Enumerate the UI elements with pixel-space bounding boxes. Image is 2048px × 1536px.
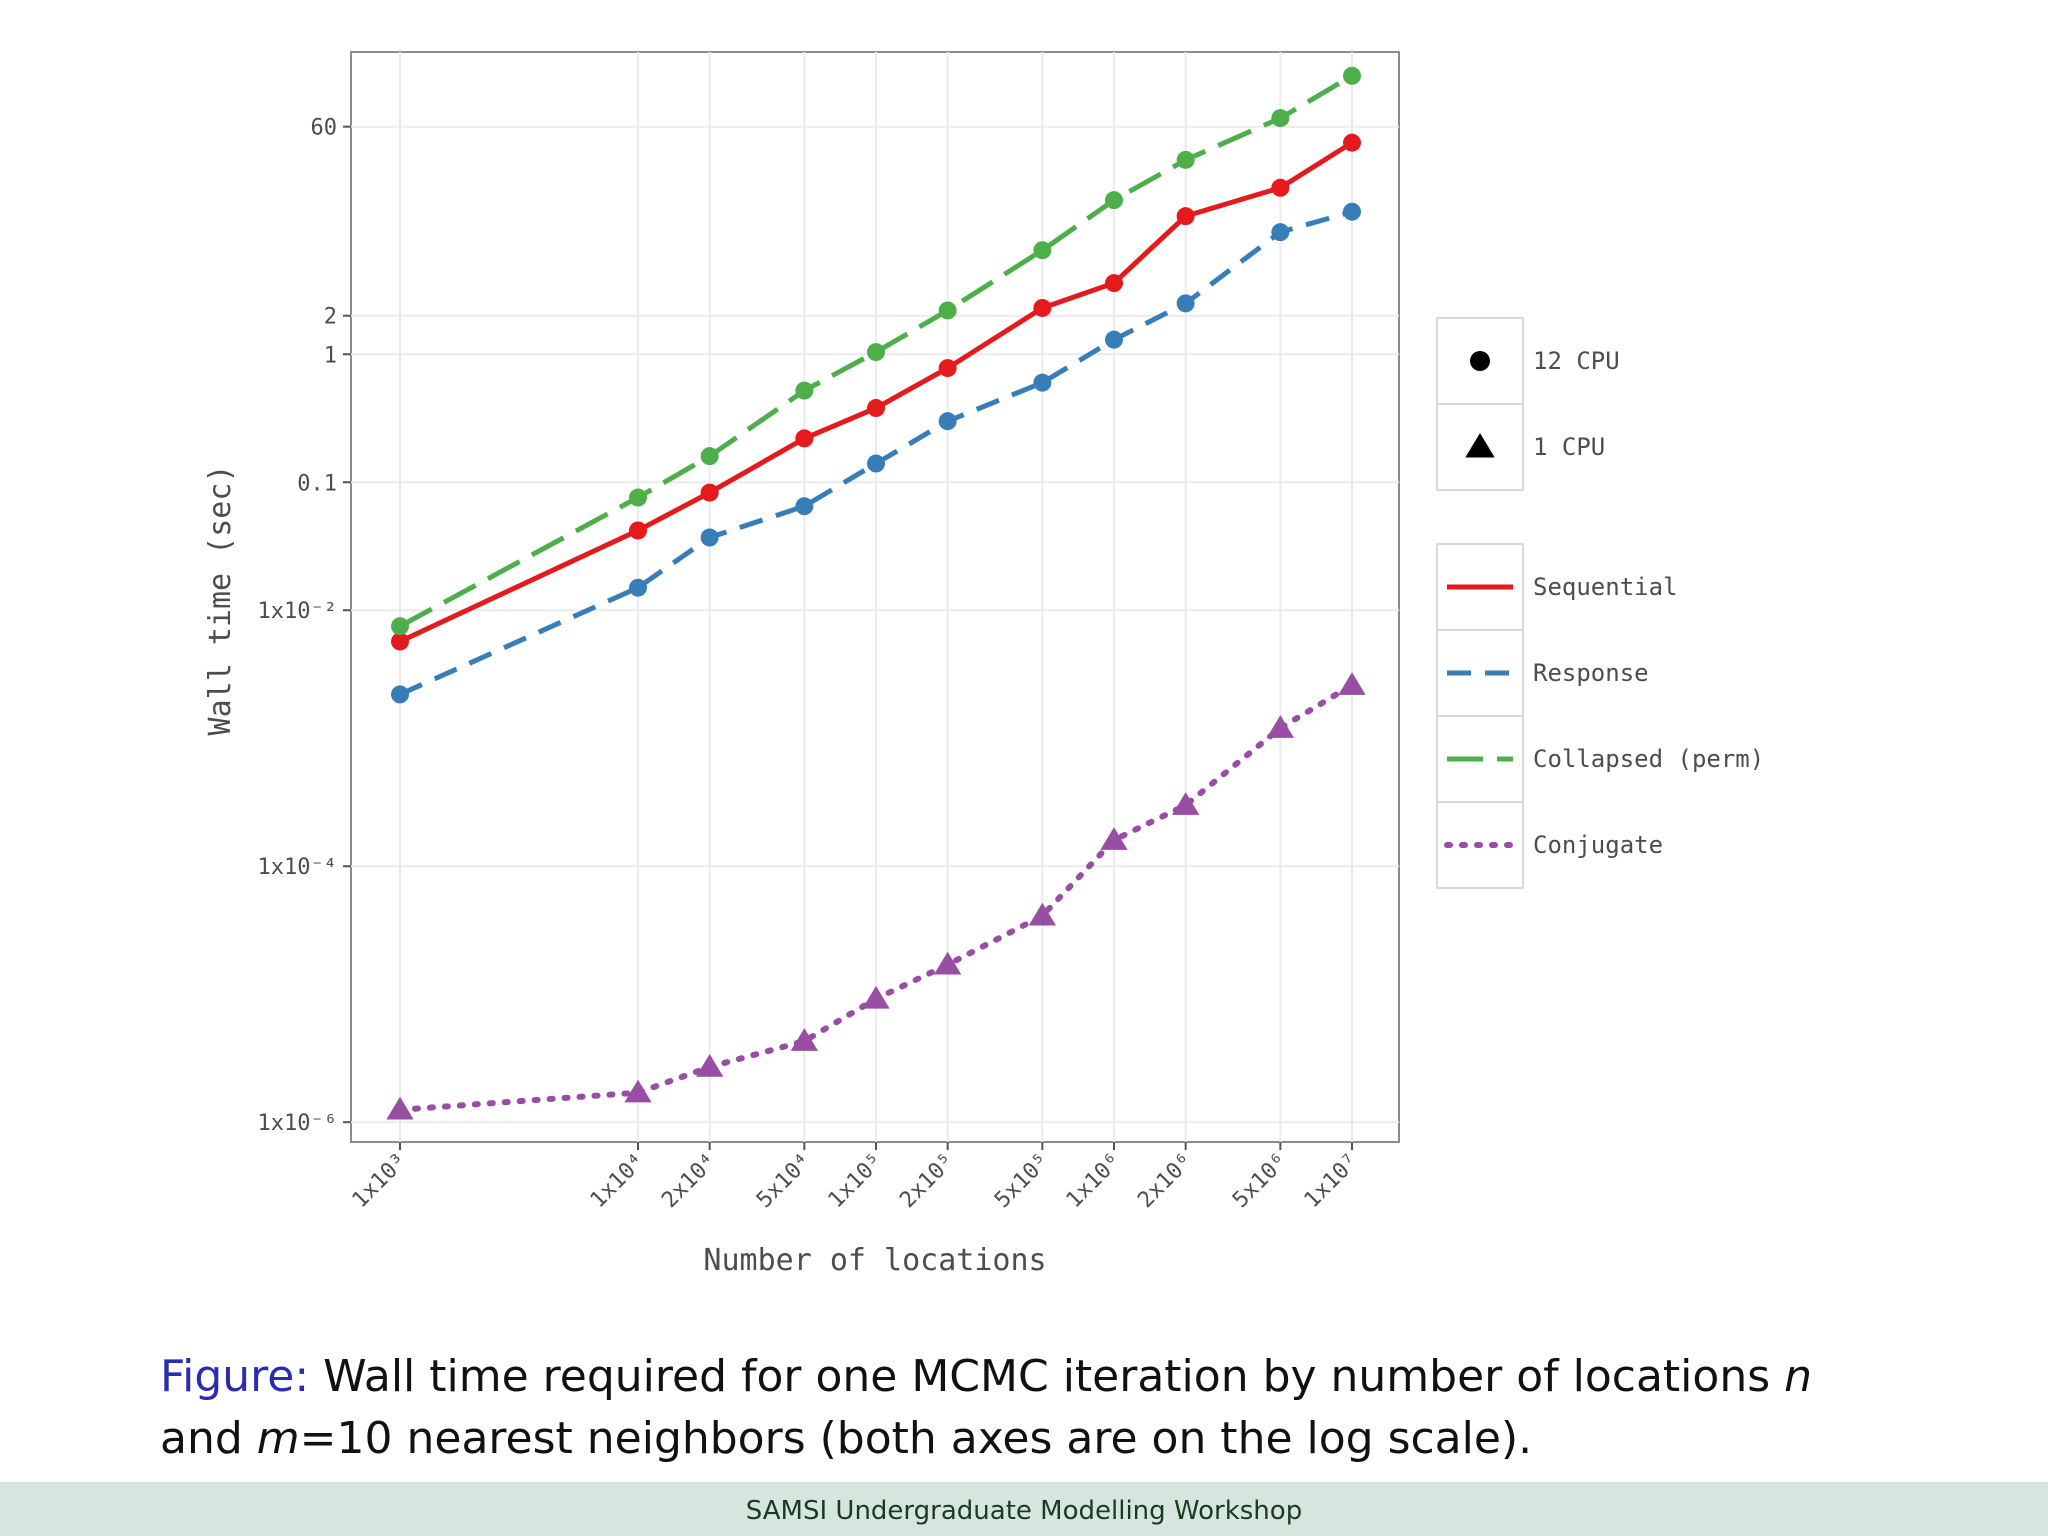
- x-tick-label: 1x10³: [348, 1149, 413, 1214]
- point-response: [700, 528, 719, 547]
- point-response: [867, 454, 885, 473]
- point-conjugate: [695, 1053, 724, 1077]
- point-conjugate: [790, 1028, 819, 1051]
- point-collapsed-perm: [1105, 191, 1123, 210]
- chart: 1x10³ 1x10⁴ 2x10⁴ 5x10⁴ 1x10⁵ 2x10⁵ 5x10⁵ 1x10⁶…: [203, 51, 1764, 1278]
- footer-bar: SAMSI Undergraduate Modelling Workshop: [0, 1482, 2048, 1536]
- point-response: [938, 412, 957, 431]
- x-tick-label: 2x10⁶: [1133, 1149, 1198, 1214]
- caption-var-n: n: [1784, 1351, 1813, 1402]
- y-tick-label: 0.1: [297, 471, 337, 496]
- y-tick-label: 1x10⁻⁶: [258, 1111, 337, 1136]
- x-tick-label: 2x10⁴: [657, 1149, 722, 1214]
- x-tick-label: 1x10⁵: [824, 1149, 889, 1214]
- point-conjugate: [1100, 827, 1128, 850]
- point-conjugate: [386, 1096, 414, 1120]
- caption-label: Figure:: [160, 1351, 310, 1402]
- y-tick-label: 1x10⁻²: [258, 599, 337, 624]
- series-legend-label: Collapsed (perm): [1533, 745, 1764, 773]
- x-axis-title: Number of locations: [703, 1243, 1046, 1278]
- point-response: [391, 685, 409, 704]
- y-tick-label: 1: [324, 343, 337, 368]
- point-collapsed-perm: [629, 488, 647, 507]
- point-collapsed-perm: [795, 381, 814, 400]
- series-layer: [386, 66, 1366, 1120]
- point-sequential: [1271, 178, 1290, 197]
- x-tick-label: 5x10⁴: [752, 1149, 817, 1214]
- y-tick-label: 60: [311, 116, 338, 141]
- series-legend-label: Conjugate: [1533, 831, 1663, 859]
- point-sequential: [1105, 274, 1123, 293]
- point-collapsed-perm: [391, 617, 409, 636]
- point-response: [1176, 294, 1195, 313]
- point-response: [795, 497, 814, 516]
- point-conjugate: [933, 951, 962, 975]
- point-collapsed-perm: [867, 343, 885, 362]
- caption-text-3: =10 nearest neighbors (both axes are on …: [299, 1413, 1533, 1464]
- x-tick-label: 1x10⁴: [586, 1149, 651, 1214]
- point-response: [1033, 373, 1052, 392]
- point-collapsed-perm: [700, 447, 719, 466]
- point-sequential: [867, 399, 885, 418]
- x-tick-label: 1x10⁷: [1300, 1149, 1365, 1214]
- point-sequential: [1343, 133, 1361, 152]
- x-tick-label: 2x10⁵: [895, 1149, 960, 1214]
- point-sequential: [700, 483, 719, 502]
- caption-var-m: m: [256, 1413, 300, 1464]
- point-collapsed-perm: [1176, 150, 1195, 169]
- footer-text: SAMSI Undergraduate Modelling Workshop: [745, 1496, 1303, 1526]
- point-response: [629, 578, 647, 597]
- point-collapsed-perm: [1271, 109, 1290, 128]
- point-collapsed-perm: [1343, 66, 1361, 85]
- legend-triangle-icon: [1465, 433, 1495, 458]
- legend-circle-icon: [1470, 351, 1490, 371]
- point-response: [1343, 202, 1361, 221]
- point-conjugate: [862, 985, 890, 1009]
- point-response: [1105, 330, 1123, 349]
- x-tick-label: 5x10⁶: [1228, 1149, 1293, 1214]
- series-legend-label: Sequential: [1533, 573, 1678, 601]
- point-conjugate: [1338, 672, 1366, 695]
- y-tick-label: 2: [324, 305, 337, 330]
- series-legend-label: Response: [1533, 659, 1649, 687]
- x-tick-label: 1x10⁶: [1062, 1149, 1127, 1214]
- caption-text-2: and: [160, 1413, 257, 1464]
- caption-text-1: Wall time required for one MCMC iteratio…: [309, 1351, 1785, 1402]
- shape-legend-label: 12 CPU: [1533, 347, 1620, 375]
- point-conjugate: [624, 1079, 652, 1103]
- point-sequential: [629, 521, 647, 540]
- y-tick-label: 1x10⁻⁴: [258, 855, 337, 880]
- legend: 12 CPU 1 CPU Sequential Response Collapsed (…: [1436, 317, 1764, 889]
- point-sequential: [1176, 207, 1195, 226]
- figure-caption: Figure: Wall time required for one MCMC …: [160, 1346, 1920, 1470]
- y-axis-title: Wall time (sec): [203, 465, 238, 736]
- shape-legend-label: 1 CPU: [1533, 433, 1605, 461]
- point-sequential: [795, 429, 814, 448]
- point-conjugate: [1266, 715, 1295, 738]
- point-sequential: [391, 632, 409, 651]
- point-sequential: [1033, 298, 1052, 317]
- point-conjugate: [1028, 902, 1057, 926]
- point-sequential: [938, 359, 957, 378]
- point-collapsed-perm: [938, 301, 957, 320]
- point-response: [1271, 223, 1290, 242]
- x-tick-label: 5x10⁵: [990, 1149, 1055, 1214]
- point-collapsed-perm: [1033, 241, 1052, 260]
- point-conjugate: [1171, 792, 1200, 815]
